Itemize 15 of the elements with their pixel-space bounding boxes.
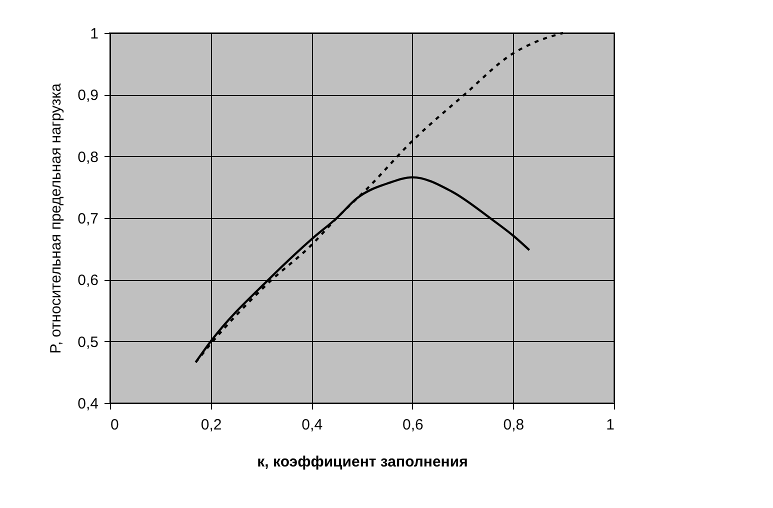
y-tick-label: 0,8 (78, 148, 98, 166)
y-tick-label: 0,4 (78, 396, 98, 412)
y-tick-label: 0,5 (78, 334, 98, 351)
x-tick-label: 0,6 (402, 416, 424, 434)
y-tick-label: 1 (90, 26, 98, 42)
x-tick-label: 0 (110, 416, 119, 434)
x-axis-title: к, коэффициент заполнения (257, 454, 468, 470)
y-tick-label: 0,6 (78, 272, 98, 290)
x-tick-label: 0,2 (200, 416, 222, 434)
x-tick-label: 0,8 (503, 416, 524, 434)
y-tick-label: 0,7 (78, 210, 98, 228)
y-tick-label: 0,9 (78, 87, 98, 104)
y-axis-title: P, относительная предельная нагрузка (48, 82, 65, 354)
x-tick-label: 1 (606, 416, 614, 434)
x-tick-label: 0,4 (302, 416, 323, 434)
